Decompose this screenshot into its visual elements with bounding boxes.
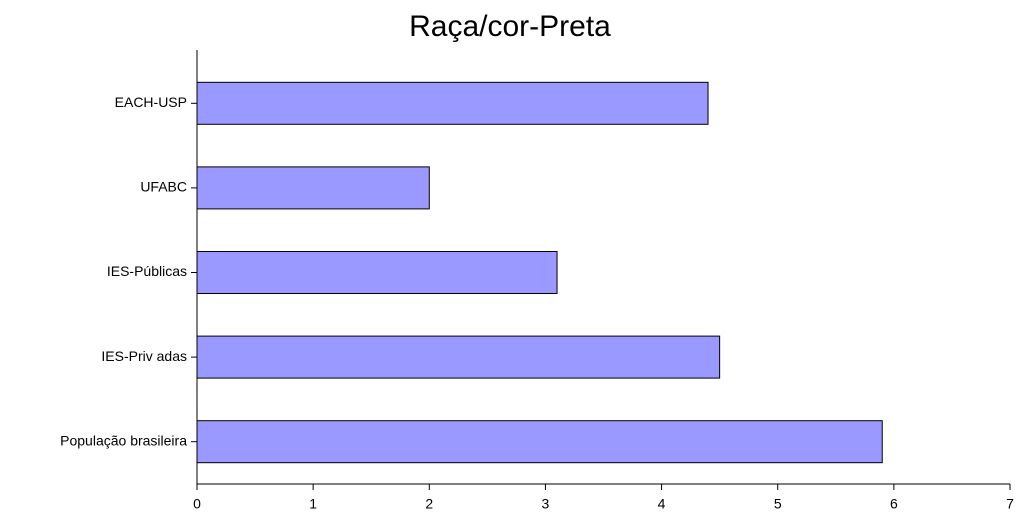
x-tick-label: 5 <box>774 496 782 512</box>
x-tick-label: 0 <box>193 496 201 512</box>
y-tick-label: EACH-USP <box>115 94 187 110</box>
bar <box>196 166 430 210</box>
x-tick-label: 3 <box>542 496 550 512</box>
bar <box>196 81 709 125</box>
x-tick-label: 6 <box>890 496 898 512</box>
x-tick-label: 2 <box>425 496 433 512</box>
y-tick-label: UFABC <box>140 179 187 195</box>
y-tick-label: IES-Priv adas <box>101 348 187 364</box>
x-tick-label: 1 <box>309 496 317 512</box>
chart-title: Raça/cor-Preta <box>409 10 611 43</box>
y-tick-label: População brasileira <box>60 432 187 448</box>
bar <box>196 420 883 464</box>
bar <box>196 335 721 379</box>
x-tick-label: 7 <box>1006 496 1014 512</box>
bar <box>196 251 558 294</box>
y-tick-label: IES-Públicas <box>107 263 187 279</box>
x-tick-label: 4 <box>658 496 666 512</box>
